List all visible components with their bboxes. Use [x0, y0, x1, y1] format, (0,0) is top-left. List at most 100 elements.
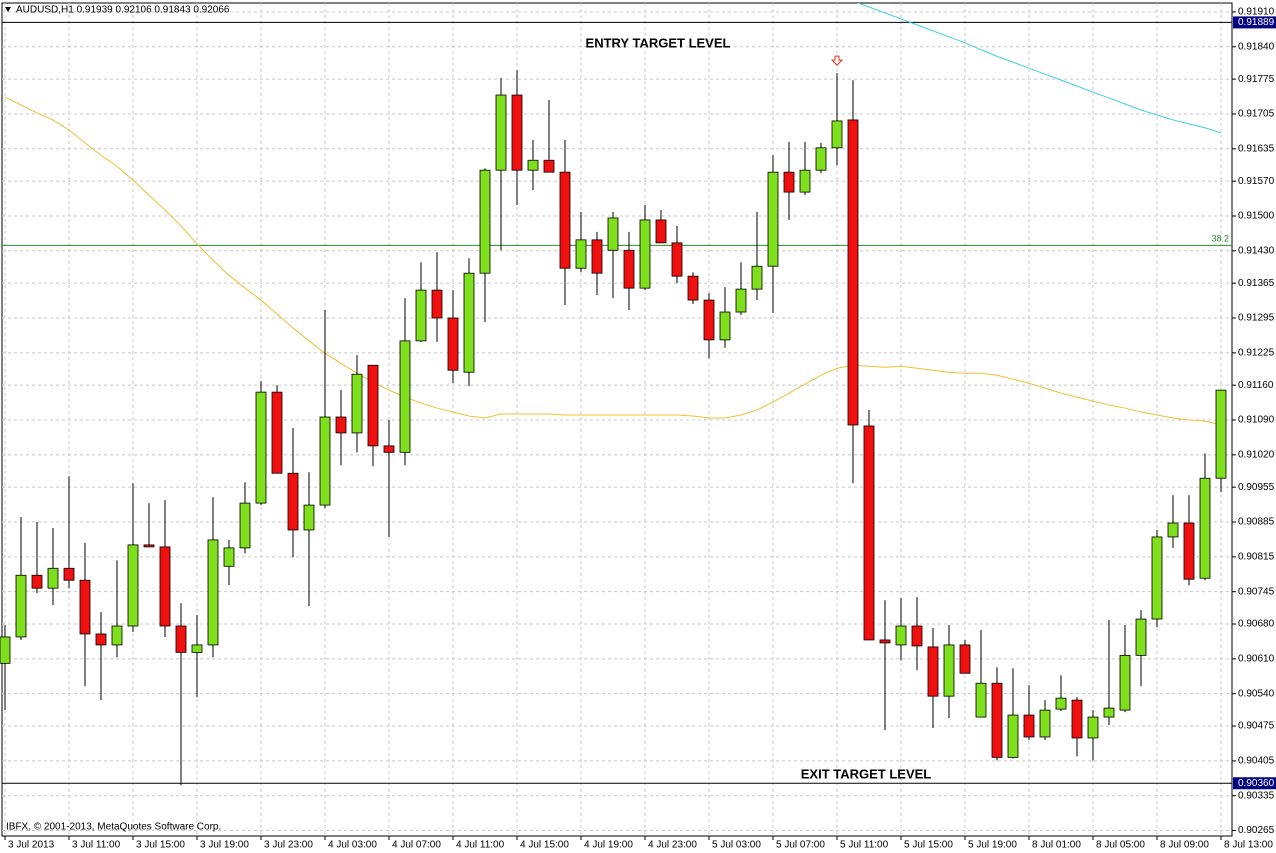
y-tick-label: 0.90885 — [1238, 517, 1275, 528]
candle-body — [1087, 716, 1099, 739]
candle-body — [863, 425, 875, 641]
candle-body — [527, 159, 539, 171]
candle-body — [1007, 714, 1019, 758]
y-tick-label: 0.91365 — [1238, 278, 1275, 289]
x-tick-label: 4 Jul 19:00 — [584, 840, 633, 851]
candle-body — [207, 539, 219, 646]
y-tick-label: 0.90405 — [1238, 756, 1275, 767]
candle-body — [895, 625, 907, 646]
candle-body — [511, 94, 523, 171]
x-tick-label: 3 Jul 19:00 — [200, 840, 249, 851]
candle-body — [1183, 522, 1195, 580]
x-tick-label: 8 Jul 09:00 — [1160, 840, 1209, 851]
y-tick-label: 0.90335 — [1238, 790, 1275, 801]
y-tick-label: 0.91910 — [1238, 7, 1275, 18]
x-tick-label: 5 Jul 15:00 — [904, 840, 953, 851]
candle-body — [191, 644, 203, 653]
candle-body — [1055, 697, 1067, 710]
candle-body — [1103, 707, 1115, 718]
candle-body — [607, 217, 619, 251]
candle-body — [63, 567, 75, 581]
level-label-box — [1233, 16, 1276, 29]
candle-body — [447, 317, 459, 371]
annotation: EXIT TARGET LEVEL — [801, 766, 932, 781]
candle-body — [991, 682, 1003, 758]
candle-body — [335, 416, 347, 434]
x-tick-label: 8 Jul 13:00 — [1224, 840, 1273, 851]
candle-body — [415, 289, 427, 342]
candle-body — [159, 546, 171, 627]
annotation: ENTRY TARGET LEVEL — [586, 35, 731, 50]
overlay-layer — [4, 3, 1222, 426]
candle-body — [1135, 618, 1147, 656]
candle-body — [479, 169, 491, 274]
x-tick-label: 5 Jul 19:00 — [968, 840, 1017, 851]
candle-body — [255, 391, 267, 504]
candle-body — [287, 472, 299, 531]
candle-body — [1199, 477, 1211, 579]
y-tick-label: 0.90265 — [1238, 825, 1275, 836]
candle-body — [319, 416, 331, 506]
candle-body — [495, 94, 507, 171]
candle-body — [975, 682, 987, 718]
x-tick-label: 3 Jul 11:00 — [72, 840, 121, 851]
y-tick-label: 0.91635 — [1238, 143, 1275, 154]
candle-body — [671, 242, 683, 277]
level-label-box — [1233, 777, 1276, 790]
candle-body — [927, 646, 939, 697]
candle-body — [719, 311, 731, 341]
candle-body — [351, 373, 363, 434]
candle-body — [639, 219, 651, 289]
candle-body — [0, 636, 11, 664]
candle-body — [559, 171, 571, 269]
candle-body — [223, 547, 235, 567]
candle-body — [703, 299, 715, 341]
x-tick-label: 5 Jul 07:00 — [776, 840, 825, 851]
candle-body — [735, 288, 747, 313]
y-tick-label: 0.91020 — [1238, 449, 1275, 460]
candle-body — [239, 502, 251, 549]
candle-body — [15, 574, 27, 638]
candle-body — [1071, 699, 1083, 739]
x-tick-label: 3 Jul 15:00 — [136, 840, 185, 851]
x-tick-label: 5 Jul 03:00 — [712, 840, 761, 851]
y-tick-label: 0.90540 — [1238, 688, 1275, 699]
candle-body — [111, 625, 123, 646]
candle-body — [591, 239, 603, 274]
candle-body — [1023, 714, 1035, 738]
candle-body — [959, 644, 971, 674]
x-tick-label: 8 Jul 05:00 — [1096, 840, 1145, 851]
candle-body — [799, 169, 811, 193]
candle-body — [271, 391, 283, 474]
candle-body — [31, 574, 43, 589]
y-tick-label: 0.91500 — [1238, 211, 1275, 222]
y-tick-label: 0.90815 — [1238, 551, 1275, 562]
candle-body — [687, 275, 699, 301]
fib-label: 38.2 — [1211, 234, 1229, 244]
candle-body — [383, 445, 395, 453]
candle-body — [143, 544, 155, 548]
candle-body — [399, 340, 411, 453]
candle-body — [879, 639, 891, 644]
candle-body — [831, 120, 843, 149]
x-tick-label: 4 Jul 07:00 — [392, 840, 441, 851]
y-tick-label: 0.90475 — [1238, 721, 1275, 732]
y-tick-label: 0.91430 — [1238, 245, 1275, 256]
candle-body — [543, 159, 555, 173]
candle-body — [767, 171, 779, 267]
candle-body — [127, 544, 139, 627]
candle-body — [1039, 709, 1051, 738]
candle-body — [1215, 389, 1227, 479]
y-tick-label: 0.90680 — [1238, 619, 1275, 630]
candle-body — [47, 567, 59, 589]
candle-body — [303, 504, 315, 531]
menu-triangle — [5, 7, 11, 12]
y-tick-label: 0.91160 — [1238, 380, 1274, 391]
x-tick-label: 8 Jul 01:00 — [1032, 840, 1081, 851]
candle-body — [783, 171, 795, 193]
y-tick-label: 0.90955 — [1238, 482, 1275, 493]
y-tick-label: 0.91295 — [1238, 313, 1275, 324]
chart-title: AUDUSD,H1 0.91939 0.92106 0.91843 0.9206… — [16, 5, 230, 16]
axis-layer: 0.91910 0.91840 0.91775 0.91705 0.91635 0.915… — [4, 7, 1276, 851]
